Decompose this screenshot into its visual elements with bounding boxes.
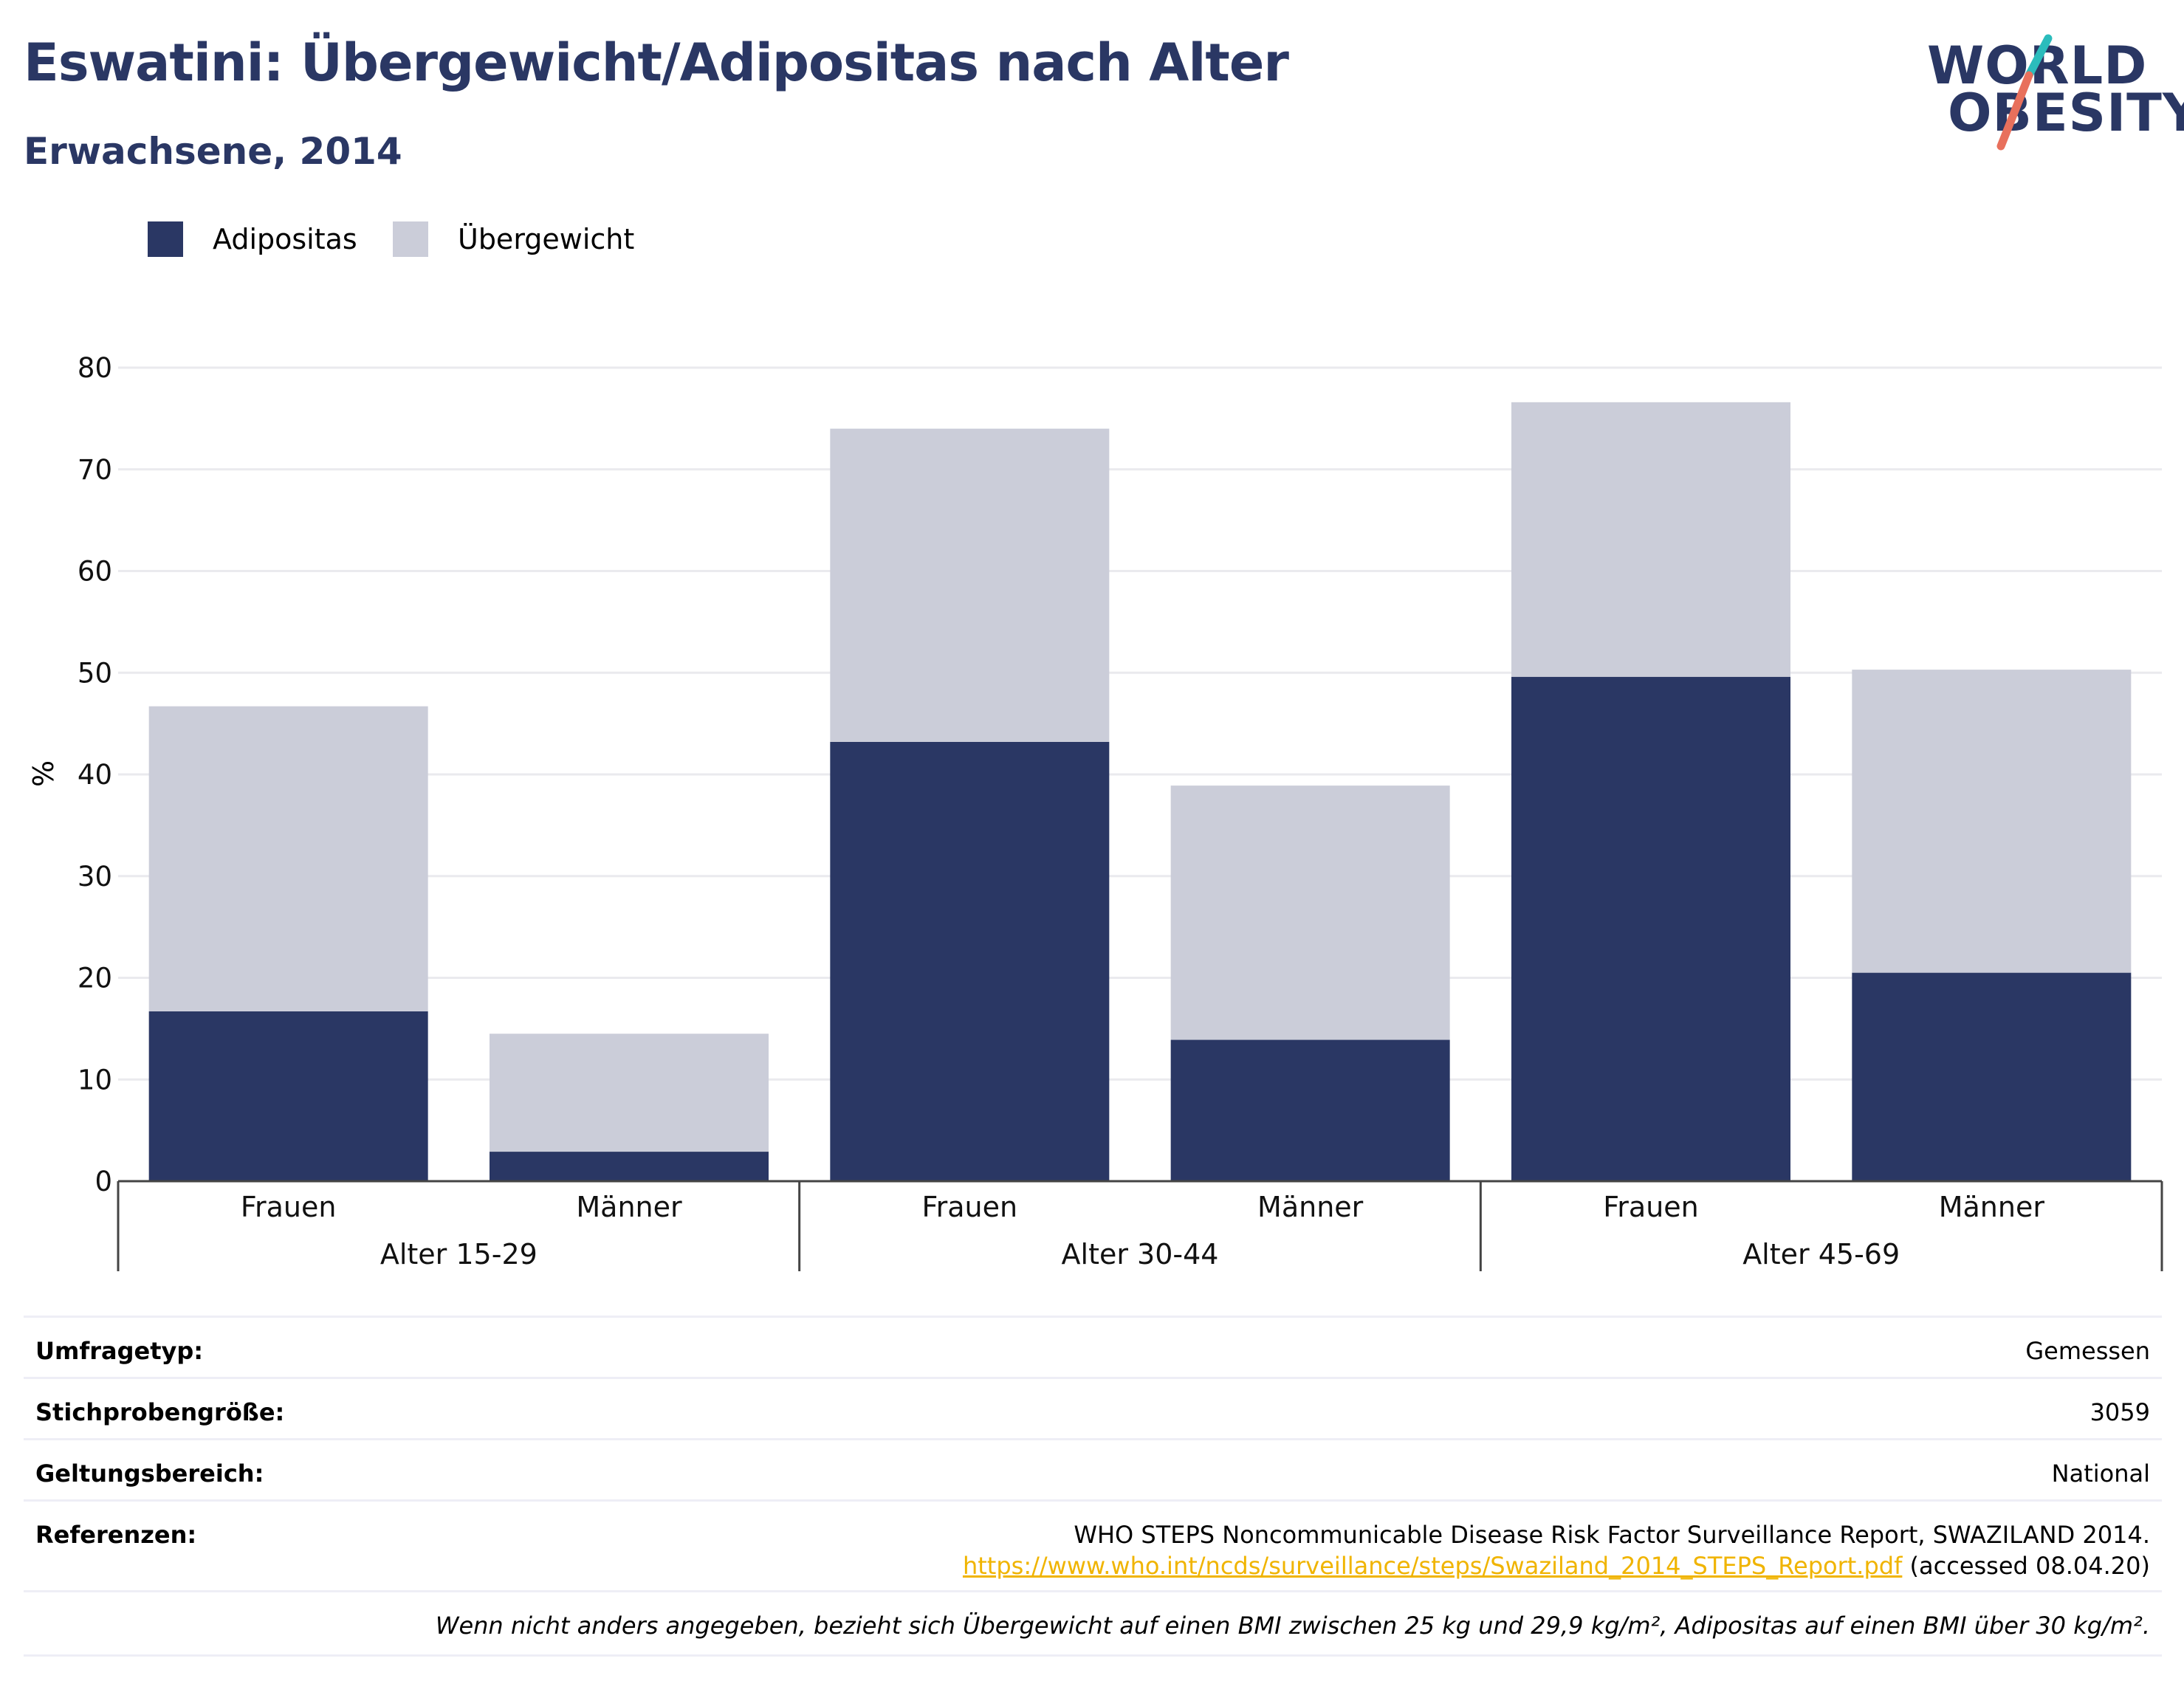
info-row-sample-size: Stichprobengröße: 3059 [24,1377,2162,1438]
bmi-note: Wenn nicht anders angegeben, bezieht sic… [435,1612,2150,1640]
legend-swatch-uebergewicht [393,221,428,257]
gridlines [118,366,2162,1081]
info-row-scope: Geltungsbereich: National [24,1438,2162,1499]
info-row-survey-type: Umfragetyp: Gemessen [24,1316,2162,1377]
x-tick-label: Frauen [922,1191,1018,1223]
stacked-bar-chart: 0 10 20 30 40 50 60 70 80 Frauen Männer Frauen Männe… [27,352,2163,1271]
sample-size-value: 3059 [2089,1398,2150,1426]
reference-link[interactable]: https://www.who.int/ncds/surveillance/st… [962,1552,1903,1580]
legend-label-uebergewicht: Übergewicht [458,223,635,255]
bar-adipositas [148,1011,428,1181]
bar-adipositas [1852,972,2132,1181]
axes: 0 10 20 30 40 50 60 70 80 Frauen Männer Frauen Männe… [78,352,2163,1271]
reference-text: WHO STEPS Noncommunicable Disease Risk F… [1074,1521,2150,1549]
y-tick-label: 70 [78,454,112,486]
logo-word-obesity: OBESITY [1948,83,2184,143]
y-tick-label: 60 [78,556,112,588]
group-label: Alter 45-69 [1742,1238,1900,1271]
y-tick-label: 20 [78,963,112,994]
bar-uebergewicht [490,1034,769,1152]
references-label: Referenzen: [35,1521,197,1549]
x-tick-label: Männer [576,1191,682,1223]
bar-adipositas [1511,676,1790,1181]
survey-type-label: Umfragetyp: [35,1337,204,1365]
scope-value: National [2051,1460,2150,1488]
y-tick-label: 10 [78,1064,112,1096]
y-tick-label: 0 [95,1166,112,1197]
info-row-note: Wenn nicht anders angegeben, bezieht sic… [24,1590,2162,1657]
bars [148,402,2132,1181]
logo-slash-icon [1996,34,2053,151]
chart-title: Eswatini: Übergewicht/Adipositas nach Al… [24,32,1289,93]
y-tick-label: 50 [78,657,112,689]
reference-accessed: (accessed 08.04.20) [1909,1552,2150,1580]
x-tick-label: Männer [1257,1191,1364,1223]
chart-subtitle: Erwachsene, 2014 [24,130,402,173]
bar-uebergewicht [1852,670,2132,973]
bar-adipositas [1170,1039,1450,1181]
bar-uebergewicht [1170,785,1450,1040]
bar-adipositas [490,1152,769,1181]
group-label: Alter 30-44 [1062,1238,1219,1271]
bar-uebergewicht [830,428,1110,742]
reference-link-line: https://www.who.int/ncds/surveillance/st… [963,1552,2150,1580]
y-tick-label: 30 [78,861,112,893]
x-tick-label: Frauen [241,1191,337,1223]
scope-label: Geltungsbereich: [35,1460,264,1488]
survey-type-value: Gemessen [2025,1337,2150,1365]
legend-label-adipositas: Adipositas [213,223,357,255]
x-tick-label: Frauen [1603,1191,1699,1223]
x-tick-label: Männer [1939,1191,2045,1223]
info-table: Umfragetyp: Gemessen Stichprobengröße: 3… [24,1316,2162,1657]
y-axis-label: % [27,760,60,787]
bar-adipositas [830,741,1110,1181]
group-label: Alter 15-29 [380,1238,538,1271]
y-tick-label: 40 [78,759,112,791]
bar-uebergewicht [148,706,428,1011]
world-obesity-logo: WORLD OBESITY [1927,22,2184,155]
sample-size-label: Stichprobengröße: [35,1398,285,1426]
info-row-references: Referenzen: WHO STEPS Noncommunicable Di… [24,1499,2162,1590]
legend-swatch-adipositas [148,221,183,257]
y-tick-label: 80 [78,352,112,384]
bar-uebergewicht [1511,402,1790,677]
